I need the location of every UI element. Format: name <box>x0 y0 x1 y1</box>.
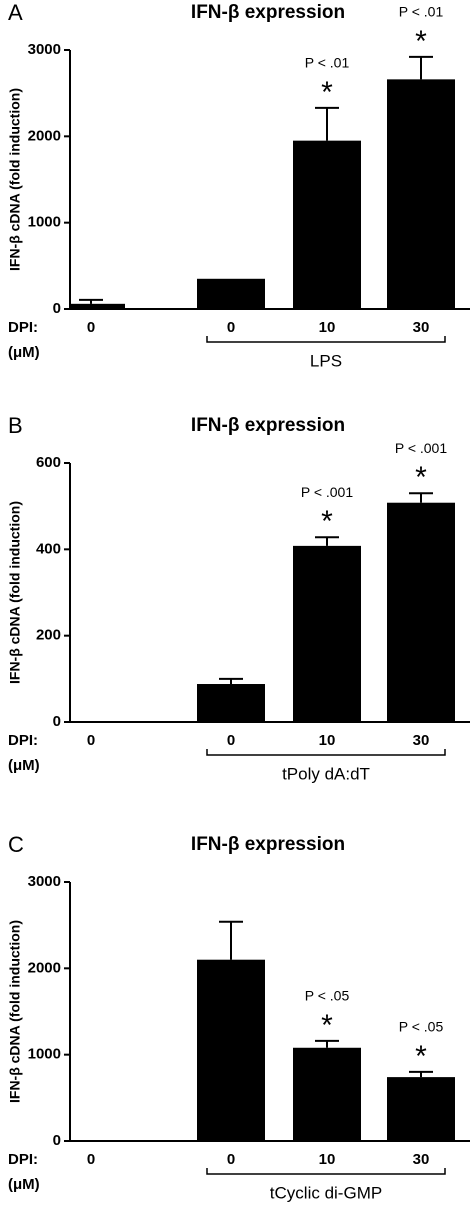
x-tick-label: 10 <box>319 732 336 749</box>
error-bar <box>219 920 243 960</box>
y-tick-label: 600 <box>36 454 61 471</box>
bar <box>293 545 361 722</box>
x-unit: (μM) <box>8 1176 40 1193</box>
error-bar <box>409 1070 433 1078</box>
y-tick-label: 200 <box>36 627 61 644</box>
y-tick-label: 0 <box>53 713 61 730</box>
bar <box>197 278 265 309</box>
x-tick-label: 10 <box>319 1151 336 1168</box>
x-tick-label: 0 <box>227 1151 235 1168</box>
y-tick-label: 400 <box>36 540 61 557</box>
y-axis-label: IFN-β cDNA (fold induction) <box>7 88 23 271</box>
error-bar <box>409 492 433 503</box>
error-bar <box>79 298 103 304</box>
significance-star: * <box>321 1009 333 1042</box>
y-tick-label: 0 <box>53 1132 61 1149</box>
y-tick-label: 3000 <box>28 873 61 890</box>
error-bar <box>315 106 339 141</box>
significance-star: * <box>321 505 333 538</box>
bar <box>71 721 125 722</box>
error-bar <box>409 55 433 80</box>
error-bar <box>315 536 339 546</box>
p-value-label: P < .001 <box>301 484 354 500</box>
bar <box>387 1077 455 1141</box>
group-label: LPS <box>310 351 342 370</box>
x-tick-label: 30 <box>413 319 430 336</box>
x-unit: (μM) <box>8 344 40 361</box>
y-tick-label: 1000 <box>28 214 61 231</box>
x-tick-label: 0 <box>87 319 95 336</box>
x-tick-label: 30 <box>413 1151 430 1168</box>
x-prefix: DPI: <box>8 732 38 749</box>
bar <box>387 502 455 722</box>
p-value-label: P < .01 <box>305 55 350 71</box>
p-value-label: P < .01 <box>399 4 444 20</box>
y-tick-label: 2000 <box>28 127 61 144</box>
group-bracket <box>206 1168 446 1175</box>
p-value-label: P < .05 <box>399 1019 444 1035</box>
x-tick-label: 10 <box>319 319 336 336</box>
p-value-label: P < .05 <box>305 988 350 1004</box>
x-prefix: DPI: <box>8 319 38 336</box>
group-label: tPoly dA:dT <box>282 764 370 783</box>
significance-star: * <box>321 76 333 109</box>
y-axis-label: IFN-β cDNA (fold induction) <box>7 501 23 684</box>
y-tick-label: 2000 <box>28 959 61 976</box>
x-tick-label: 0 <box>227 732 235 749</box>
group-bracket <box>206 336 446 343</box>
significance-star: * <box>415 25 427 58</box>
group-bracket <box>206 749 446 756</box>
bar <box>387 79 455 309</box>
significance-star: * <box>415 461 427 494</box>
x-tick-label: 0 <box>87 732 95 749</box>
panel-label: C <box>8 832 24 857</box>
y-tick-label: 0 <box>53 300 61 317</box>
x-prefix: DPI: <box>8 1151 38 1168</box>
x-tick-label: 0 <box>87 1151 95 1168</box>
bar <box>197 684 265 722</box>
panel-label: A <box>8 0 23 25</box>
bar <box>293 140 361 309</box>
group-label: tCyclic di-GMP <box>270 1183 382 1202</box>
chart-title: IFN-β expression <box>191 415 345 436</box>
chart-title: IFN-β expression <box>191 2 345 23</box>
bar <box>71 303 125 309</box>
error-bar <box>315 1039 339 1048</box>
bar <box>197 959 265 1141</box>
bar <box>293 1047 361 1141</box>
x-tick-label: 0 <box>227 319 235 336</box>
panel-label: B <box>8 413 23 438</box>
x-unit: (μM) <box>8 757 40 774</box>
x-tick-label: 30 <box>413 732 430 749</box>
y-tick-label: 3000 <box>28 41 61 58</box>
y-tick-label: 1000 <box>28 1046 61 1063</box>
y-axis-label: IFN-β cDNA (fold induction) <box>7 920 23 1103</box>
significance-star: * <box>415 1040 427 1073</box>
error-bar <box>219 677 243 685</box>
chart-title: IFN-β expression <box>191 834 345 855</box>
p-value-label: P < .001 <box>395 440 448 456</box>
